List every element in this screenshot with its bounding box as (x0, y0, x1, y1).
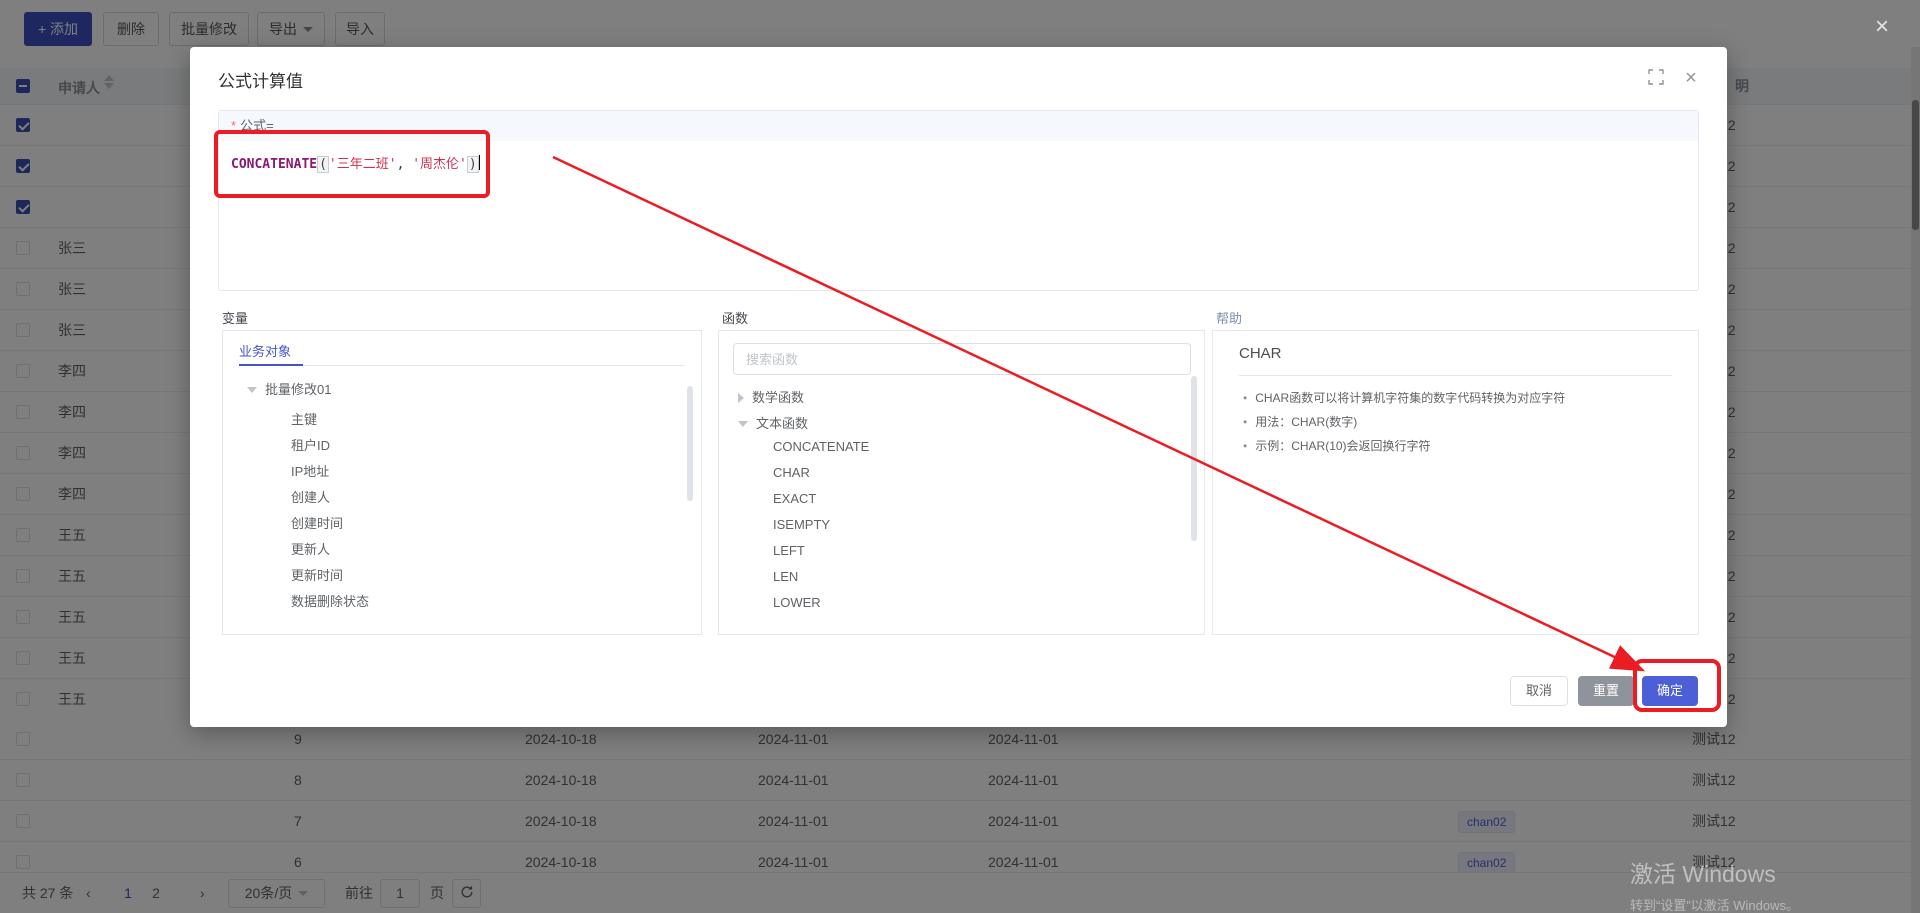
help-divider (1239, 375, 1672, 376)
variables-section-label: 变量 (222, 311, 249, 326)
function-item[interactable]: LOWER (773, 595, 821, 610)
text-cursor (478, 155, 480, 170)
variable-item[interactable]: 更新时间 (291, 568, 344, 583)
function-search-input[interactable] (733, 343, 1191, 375)
variable-item[interactable]: 租户ID (291, 438, 331, 453)
tab-business-object[interactable]: 业务对象 (239, 344, 292, 359)
function-item[interactable]: LEFT (773, 543, 805, 558)
screen-close-icon[interactable]: × (1874, 13, 1889, 40)
variables-panel: 业务对象 批量修改01 主键租户ID IP地址创建人创建时间更新人更新时间数据删除… (222, 330, 702, 635)
close-paren-token: ) (466, 156, 479, 173)
formula-function-token: CONCATENATE (231, 157, 318, 172)
formula-arg1: '三年二班' (328, 157, 397, 172)
fullscreen-icon[interactable] (1648, 69, 1666, 87)
formula-label-row: * 公式= (219, 111, 1698, 141)
cancel-button[interactable]: 取消 (1510, 676, 1568, 706)
variable-item[interactable]: IP地址 (291, 464, 330, 479)
help-bullet: 用法：CHAR(数字) (1243, 413, 1357, 430)
function-item[interactable]: ISEMPTY (773, 517, 831, 532)
caret-down-icon (247, 387, 257, 393)
formula-modal: 公式计算值 × * 公式= CONCATENATE('三年二班', '周杰伦') … (190, 47, 1727, 727)
panel-scrollbar-thumb[interactable] (1191, 376, 1197, 541)
function-item[interactable]: CHAR (773, 465, 810, 480)
help-function-title: CHAR (1239, 345, 1282, 362)
caret-down-icon (738, 421, 748, 427)
variable-item[interactable]: 数据删除状态 (291, 594, 370, 609)
active-tab-underline (239, 364, 303, 366)
comma-token: , (396, 157, 413, 172)
formula-expression[interactable]: CONCATENATE('三年二班', '周杰伦') (231, 153, 480, 173)
help-panel: CHAR CHAR函数可以将计算机字符集的数字代码转换为对应字符用法：CHAR(… (1212, 330, 1699, 635)
required-mark: * (231, 118, 237, 133)
function-item[interactable]: EXACT (773, 491, 817, 506)
variables-tree-root[interactable]: 批量修改01 (247, 379, 331, 398)
variable-item[interactable]: 更新人 (291, 542, 331, 557)
help-bullet: CHAR函数可以将计算机字符集的数字代码转换为对应字符 (1243, 389, 1565, 406)
open-paren-token: ( (317, 156, 329, 173)
variable-item[interactable]: 创建时间 (291, 516, 344, 531)
variable-item[interactable]: 创建人 (291, 490, 331, 505)
formula-arg2: '周杰伦' (412, 157, 467, 172)
functions-section-label: 函数 (722, 311, 749, 326)
reset-button[interactable]: 重置 (1578, 676, 1634, 706)
panel-scrollbar-thumb[interactable] (687, 386, 693, 501)
modal-close-icon[interactable]: × (1685, 67, 1697, 89)
formula-editor[interactable]: * 公式= CONCATENATE('三年二班', '周杰伦') (218, 110, 1699, 291)
function-group[interactable]: 数学函数 (738, 387, 804, 406)
ok-button[interactable]: 确定 (1642, 676, 1698, 706)
help-bullet: 示例：CHAR(10)会返回换行字符 (1243, 437, 1430, 454)
modal-title: 公式计算值 (218, 72, 303, 91)
variable-item[interactable]: 主键 (291, 412, 318, 427)
help-section-label: 帮助 (1216, 311, 1243, 326)
function-item[interactable]: LEN (773, 569, 799, 584)
function-group[interactable]: 文本函数 (738, 413, 808, 432)
function-item[interactable]: CONCATENATE (773, 439, 870, 454)
tabs-divider (239, 365, 685, 366)
formula-label: 公式= (240, 118, 274, 133)
caret-right-icon (738, 393, 744, 403)
